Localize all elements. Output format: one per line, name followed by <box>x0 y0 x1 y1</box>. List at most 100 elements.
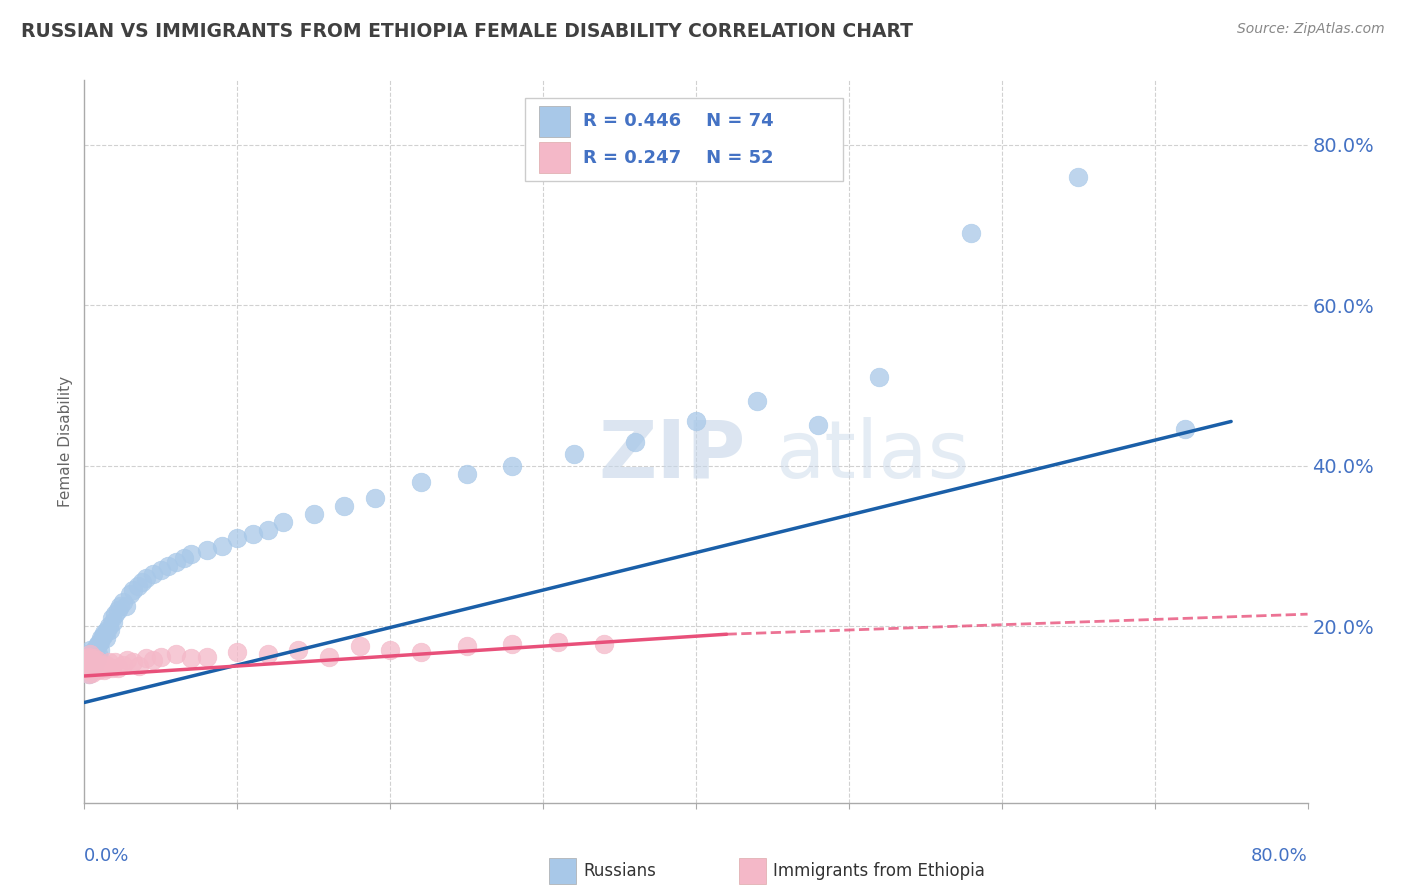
Point <box>195 649 218 664</box>
Point <box>135 571 157 585</box>
Point <box>76 664 98 678</box>
Point <box>86 653 108 667</box>
Point <box>173 551 195 566</box>
Point <box>226 531 249 545</box>
Point <box>93 625 115 640</box>
Point <box>94 657 117 672</box>
Point <box>409 475 432 489</box>
Point <box>80 651 103 665</box>
Point <box>115 653 138 667</box>
Point <box>107 661 129 675</box>
Point <box>86 651 108 665</box>
Point <box>165 648 187 662</box>
Point <box>76 648 98 662</box>
Point <box>80 655 103 669</box>
Point <box>120 587 142 601</box>
Point <box>83 645 105 659</box>
Point <box>93 664 115 678</box>
Point <box>302 507 325 521</box>
Point <box>77 649 100 664</box>
Point <box>104 607 127 621</box>
Point <box>79 655 101 669</box>
Point <box>349 639 371 653</box>
Point <box>747 394 769 409</box>
Point <box>165 555 187 569</box>
Point <box>86 639 108 653</box>
Point <box>79 661 101 675</box>
Point <box>83 649 105 664</box>
Point <box>79 643 101 657</box>
Point <box>807 418 830 433</box>
Point <box>547 635 569 649</box>
Point <box>80 653 103 667</box>
Point <box>97 619 120 633</box>
Point <box>122 655 145 669</box>
Point <box>77 661 100 675</box>
Point <box>84 655 107 669</box>
Point <box>104 655 127 669</box>
Point <box>149 563 172 577</box>
Point <box>502 637 524 651</box>
Point <box>101 661 124 675</box>
Point <box>103 615 125 630</box>
Text: atlas: atlas <box>776 417 970 495</box>
Point <box>77 667 100 681</box>
Point <box>76 651 98 665</box>
Point <box>98 623 121 637</box>
Point <box>77 653 100 667</box>
Point <box>226 645 249 659</box>
Point <box>128 659 150 673</box>
Point <box>1174 422 1197 436</box>
Point <box>271 515 294 529</box>
Point <box>111 595 134 609</box>
Point <box>79 661 101 675</box>
Point <box>287 643 309 657</box>
Point <box>869 370 891 384</box>
Point <box>257 523 280 537</box>
Text: 80.0%: 80.0% <box>1251 847 1308 865</box>
Point <box>76 655 98 669</box>
Point <box>180 547 202 561</box>
Point <box>380 643 402 657</box>
Y-axis label: Female Disability: Female Disability <box>58 376 73 508</box>
Point <box>86 659 108 673</box>
Point <box>96 623 118 637</box>
Point <box>122 583 145 598</box>
Point <box>83 651 105 665</box>
Bar <box>738 858 766 885</box>
Point <box>624 434 647 449</box>
Point <box>108 599 131 614</box>
Point <box>80 648 103 662</box>
Point <box>75 651 97 665</box>
Point <box>79 655 101 669</box>
Point <box>502 458 524 473</box>
Text: 0.0%: 0.0% <box>84 847 129 865</box>
Point <box>211 539 233 553</box>
Point <box>89 657 111 672</box>
Point <box>195 542 218 557</box>
Point <box>131 574 153 589</box>
Point <box>157 558 180 573</box>
Point <box>101 611 124 625</box>
Point <box>685 414 707 428</box>
Point <box>75 661 97 675</box>
Point <box>318 649 340 664</box>
Point <box>562 446 585 460</box>
Point <box>76 653 98 667</box>
Point <box>142 567 165 582</box>
Point <box>87 637 110 651</box>
Point <box>456 639 478 653</box>
FancyBboxPatch shape <box>524 98 842 181</box>
Bar <box>550 858 576 885</box>
Bar <box>540 143 569 173</box>
Point <box>111 657 134 672</box>
Text: RUSSIAN VS IMMIGRANTS FROM ETHIOPIA FEMALE DISABILITY CORRELATION CHART: RUSSIAN VS IMMIGRANTS FROM ETHIOPIA FEMA… <box>21 22 912 41</box>
Point <box>80 659 103 673</box>
Text: R = 0.247    N = 52: R = 0.247 N = 52 <box>583 149 775 167</box>
Point <box>84 648 107 662</box>
Point <box>91 629 114 643</box>
Text: R = 0.446    N = 74: R = 0.446 N = 74 <box>583 112 775 130</box>
Point <box>75 659 97 673</box>
Text: Immigrants from Ethiopia: Immigrants from Ethiopia <box>773 863 986 880</box>
Text: Russians: Russians <box>583 863 657 880</box>
